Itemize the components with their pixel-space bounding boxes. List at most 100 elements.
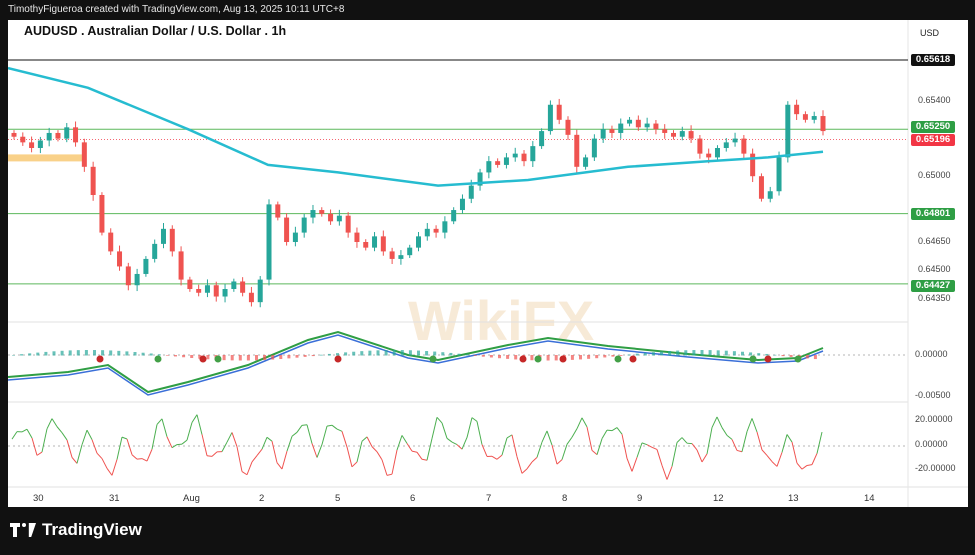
candle-body [11, 132, 17, 137]
oscillator-segment [116, 437, 123, 460]
oscillator-segment [161, 418, 168, 437]
oscillator-segment [741, 431, 748, 452]
oscillator-segment [721, 427, 728, 436]
candle-body [108, 232, 114, 252]
oscillator-segment [301, 424, 308, 426]
oscillator-segment [316, 444, 323, 458]
oscillator-segment [411, 450, 418, 453]
oscillator-segment [586, 426, 593, 451]
macd-histogram-bar [676, 350, 680, 356]
oscillator-segment [451, 441, 458, 446]
oscillator-segment [541, 430, 548, 443]
macd-histogram-bar [619, 355, 623, 356]
oscillator-segment [781, 434, 788, 453]
oscillator-segment [206, 455, 213, 457]
candle-body [758, 176, 764, 199]
oscillator-segment [631, 457, 638, 472]
candle-body [591, 138, 597, 158]
oscillator-segment [776, 452, 783, 467]
candle-body [275, 204, 281, 218]
macd-histogram-bar [595, 355, 599, 359]
macd-cross-dot [96, 355, 104, 363]
candle-body [125, 266, 131, 286]
oscillator-segment [696, 449, 703, 463]
macd-histogram-bar [724, 350, 728, 356]
macd-histogram-bar [765, 353, 769, 356]
candle-body [213, 285, 219, 297]
oscillator-segment [736, 449, 743, 453]
oscillator-segment [291, 431, 298, 437]
oscillator-segment [786, 434, 793, 443]
oscillator-segment [36, 451, 43, 456]
oscillator-segment [756, 431, 763, 451]
candle-body [644, 123, 650, 128]
macd-histogram-bar [457, 353, 461, 356]
candle-body [90, 166, 96, 195]
oscillator-segment [801, 465, 808, 470]
chart-svg: WikiFX [8, 20, 968, 507]
price-axis-tick: 0.65000 [918, 170, 951, 180]
candle-body [152, 243, 158, 259]
oscillator-segment [271, 441, 278, 463]
candle-body [372, 236, 378, 248]
oscillator-segment [661, 465, 668, 480]
candle-body [407, 247, 413, 256]
macd-histogram-bar [692, 350, 696, 356]
candle-body [231, 281, 237, 289]
time-axis-tick: 30 [33, 493, 44, 504]
oscillator-segment [296, 425, 303, 433]
price-axis-tick: 0.65400 [918, 95, 951, 105]
candle-body [64, 127, 70, 139]
oscillator-segment [401, 435, 408, 444]
candle-body [811, 116, 817, 120]
oscillator-segment [526, 461, 533, 470]
macd-histogram-bar [514, 355, 518, 360]
oscillator-segment [96, 452, 103, 459]
oscillator-segment [816, 431, 823, 454]
candle-body [794, 104, 800, 115]
oscillator-segment [171, 444, 178, 449]
macd-histogram-bar [392, 350, 396, 356]
oscillator-segment [256, 448, 263, 456]
candle-body [653, 123, 659, 130]
oscillator-segment [21, 428, 28, 433]
osc-axis-tick: 0.00000 [915, 439, 948, 449]
macd-histogram-bar [190, 355, 194, 359]
price-axis-tick: 0.64350 [918, 293, 951, 303]
macd-histogram-bar [433, 351, 437, 356]
oscillator-segment [466, 417, 473, 438]
candle-body [609, 129, 615, 133]
candle-body [732, 138, 738, 143]
candle-body [363, 242, 369, 248]
time-axis-tick: 2 [259, 493, 265, 504]
candle-body [627, 119, 633, 124]
candle-body [301, 217, 307, 233]
macd-histogram-bar [279, 355, 283, 360]
oscillator-segment [351, 461, 358, 468]
oscillator-segment [201, 434, 208, 456]
time-axis-tick: 8 [562, 493, 568, 504]
macd-histogram-bar [141, 352, 145, 356]
macd-cross-dot [629, 355, 637, 363]
oscillator-segment [681, 437, 688, 444]
candle-body [354, 232, 360, 242]
macd-histogram-bar [149, 353, 153, 356]
chart-area[interactable]: WikiFX [8, 20, 968, 507]
time-axis-tick: 7 [486, 493, 492, 504]
oscillator-segment [421, 458, 428, 461]
macd-histogram-bar [255, 355, 258, 361]
candle-body [46, 132, 52, 141]
oscillator-segment [511, 434, 518, 457]
oscillator-segment [251, 455, 258, 463]
candle-body [134, 273, 140, 286]
oscillator-segment [86, 429, 93, 440]
candle-body [671, 132, 677, 137]
oscillator-segment [726, 434, 733, 440]
macd-histogram-bar [627, 354, 631, 356]
oscillator-segment [186, 422, 193, 441]
candle-body [117, 251, 123, 267]
macd-histogram-bar [52, 351, 56, 356]
macd-cross-dot [199, 355, 207, 363]
oscillator-segment [446, 437, 453, 443]
